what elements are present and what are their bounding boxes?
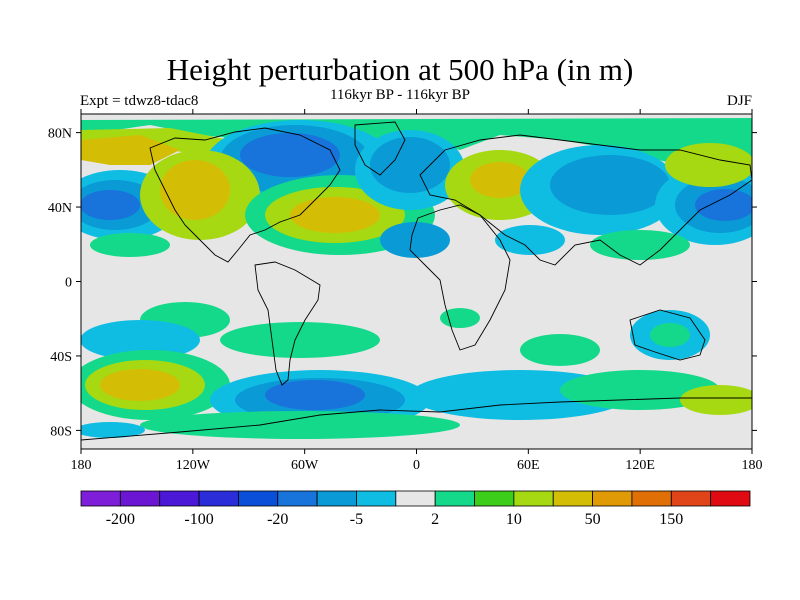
colorbar-swatch [631,490,672,507]
nh-west-strong [81,135,180,165]
colorbar-swatch [356,490,397,507]
colorbar-swatch [80,490,121,507]
colorbar-swatch [119,490,161,507]
colorbar: -200 -100 -20 -5 2 10 50 150 [80,490,751,528]
so-positive-east-core [680,385,752,415]
colorbar-swatch [552,490,593,507]
antarctic-negative-west [81,422,145,438]
lon-tick-label: 60W [291,458,319,473]
lon-tick-label: 60E [517,458,540,473]
experiment-label: Expt = tdwz8-tdac8 [80,93,199,109]
map-title: Height perturbation at 500 hPa (in m) [166,52,634,87]
satl-positive [220,322,380,358]
neasia-positive [665,143,752,187]
atlantic-positive-core [290,197,380,233]
colorbar-swatch [277,490,318,507]
period-label: 116kyr BP - 116kyr BP [329,87,470,103]
colorbar-label: 150 [659,511,683,528]
africa-positive [440,308,480,328]
lon-tick-label: 120E [625,458,655,473]
colorbar-label: 2 [431,511,439,528]
colorbar-swatch [159,490,200,507]
lon-tick-label: 180 [742,458,763,473]
nwpacific-negative-core [695,189,752,221]
australia-positive [650,323,690,347]
indian-positive [520,334,600,366]
colorbar-swatch [198,490,239,507]
colorbar-label: -5 [350,511,363,528]
wpacific-positive [590,230,690,260]
arabia-negative [495,225,565,255]
pacific-subtropic-positive [90,233,170,257]
pacific-negative-core [81,190,140,220]
asia-negative-mid [550,155,670,215]
lat-tick-label: 80N [48,127,72,142]
lat-tick-label: 80S [50,424,72,439]
wna-positive-core [160,160,230,220]
colorbar-label: -200 [106,511,135,528]
longitude-axis: 180 120W 60W 0 60E 120E 180 [71,109,763,473]
colorbar-swatch [592,490,633,507]
lat-tick-label: 40N [48,201,72,216]
colorbar-swatch [710,490,751,507]
latitude-axis: 80N 40N 0 40S 80S [48,127,757,439]
colorbar-swatch [238,490,279,507]
arctic-negative-core [240,133,340,177]
colorbar-swatch [513,490,554,507]
lat-tick-label: 0 [65,276,72,291]
eurasia-positive-core [470,162,530,198]
colorbar-label: -20 [267,511,288,528]
season-label: DJF [726,93,752,109]
sp-strong-core [100,369,180,401]
lat-tick-label: 40S [50,350,72,365]
lon-tick-label: 120W [176,458,211,473]
colorbar-label: 10 [506,511,522,528]
colorbar-swatch [316,490,357,507]
lon-tick-label: 0 [413,458,420,473]
subtropical-atl-negative [380,222,450,258]
colorbar-swatch [434,490,475,507]
europe-negative-mid [370,137,450,193]
so-negative-core [265,380,365,410]
colorbar-swatch [670,490,712,507]
colorbar-swatch [395,490,436,507]
colorbar-label: 50 [585,511,601,528]
lon-tick-label: 180 [71,458,92,473]
antarctic-positive [140,411,460,439]
colorbar-swatch [474,490,515,507]
sp-negative [81,320,200,360]
coastlines [81,121,752,441]
colorbar-label: -100 [184,511,213,528]
